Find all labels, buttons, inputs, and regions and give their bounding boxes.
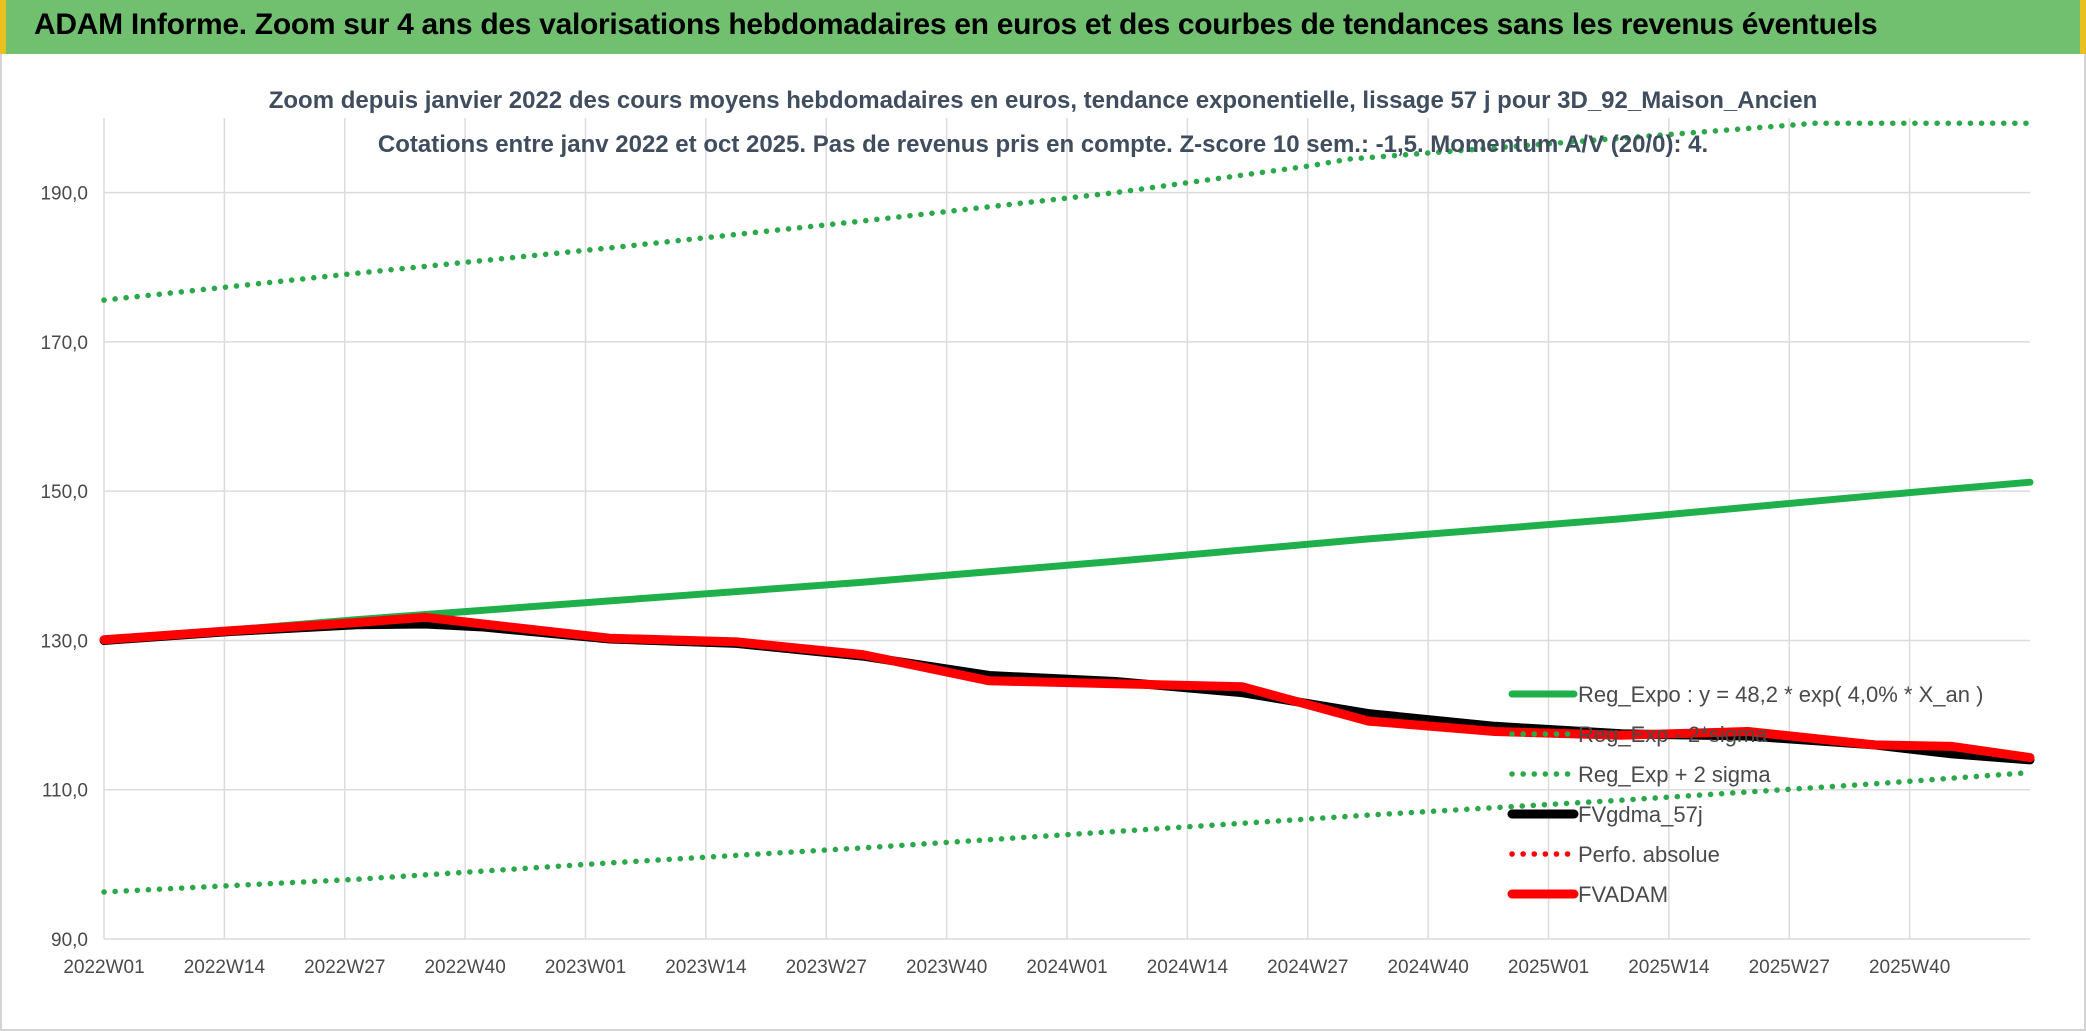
x-tick-label: 2024W27 bbox=[1267, 957, 1348, 978]
chart-title: Zoom depuis janvier 2022 des cours moyen… bbox=[269, 87, 1818, 114]
axis-layer: 90,0 110,0 130,0 150,0 170,0 190,0 2022W01 2022… bbox=[40, 184, 1950, 978]
series-line-2 bbox=[101, 120, 2033, 303]
legend-label-1: Reg_Exp - 2*sigma bbox=[1578, 722, 1768, 747]
x-tick-label: 2022W27 bbox=[304, 957, 385, 978]
series-layer bbox=[99, 120, 2035, 895]
y-tick-label: 170,0 bbox=[40, 333, 88, 354]
y-tick-label: 150,0 bbox=[40, 482, 88, 503]
x-tick-label: 2022W01 bbox=[63, 957, 144, 978]
grid-layer bbox=[103, 118, 2030, 940]
x-tick-label: 2023W01 bbox=[545, 957, 626, 978]
x-tick-label: 2024W40 bbox=[1387, 957, 1468, 978]
x-tick-label: 2022W14 bbox=[184, 957, 266, 978]
chart-frame bbox=[0, 54, 2086, 1031]
x-tick-label: 2023W14 bbox=[665, 957, 747, 978]
report-banner: ADAM Informe. Zoom sur 4 ans des valoris… bbox=[0, 0, 2086, 54]
x-tick-label: 2025W14 bbox=[1628, 957, 1710, 978]
x-tick-label: 2023W27 bbox=[786, 957, 867, 978]
x-tick-label: 2025W01 bbox=[1508, 957, 1589, 978]
series-line-5 bbox=[99, 612, 2035, 763]
report-title: ADAM Informe. Zoom sur 4 ans des valoris… bbox=[34, 8, 1878, 41]
x-tick-label: 2025W40 bbox=[1869, 957, 1950, 978]
y-tick-label: 90,0 bbox=[51, 930, 88, 951]
y-tick-label: 130,0 bbox=[40, 631, 88, 652]
chart-subtitle: Cotations entre janv 2022 et oct 2025. P… bbox=[378, 131, 1708, 158]
x-tick-label: 2025W27 bbox=[1749, 957, 1830, 978]
chart-legend: Reg_Expo : y = 48,2 * exp( 4,0% * X_an )… bbox=[1507, 682, 1983, 907]
x-tick-label: 2024W14 bbox=[1147, 957, 1229, 978]
series-line-0 bbox=[100, 478, 2034, 644]
x-tick-label: 2022W40 bbox=[424, 957, 505, 978]
legend-label-0: Reg_Expo : y = 48,2 * exp( 4,0% * X_an ) bbox=[1578, 682, 1983, 707]
y-tick-label: 190,0 bbox=[40, 184, 88, 205]
x-tick-label: 2024W01 bbox=[1026, 957, 1107, 978]
legend-label-3: FVgdma_57j bbox=[1578, 802, 1703, 827]
legend-label-2: Reg_Exp + 2 sigma bbox=[1578, 762, 1771, 787]
series-line-1 bbox=[101, 769, 2033, 895]
y-tick-label: 110,0 bbox=[42, 781, 88, 802]
x-tick-label: 2023W40 bbox=[906, 957, 987, 978]
legend-label-5: FVADAM bbox=[1578, 882, 1668, 907]
legend-label-4: Perfo. absolue bbox=[1578, 842, 1720, 867]
